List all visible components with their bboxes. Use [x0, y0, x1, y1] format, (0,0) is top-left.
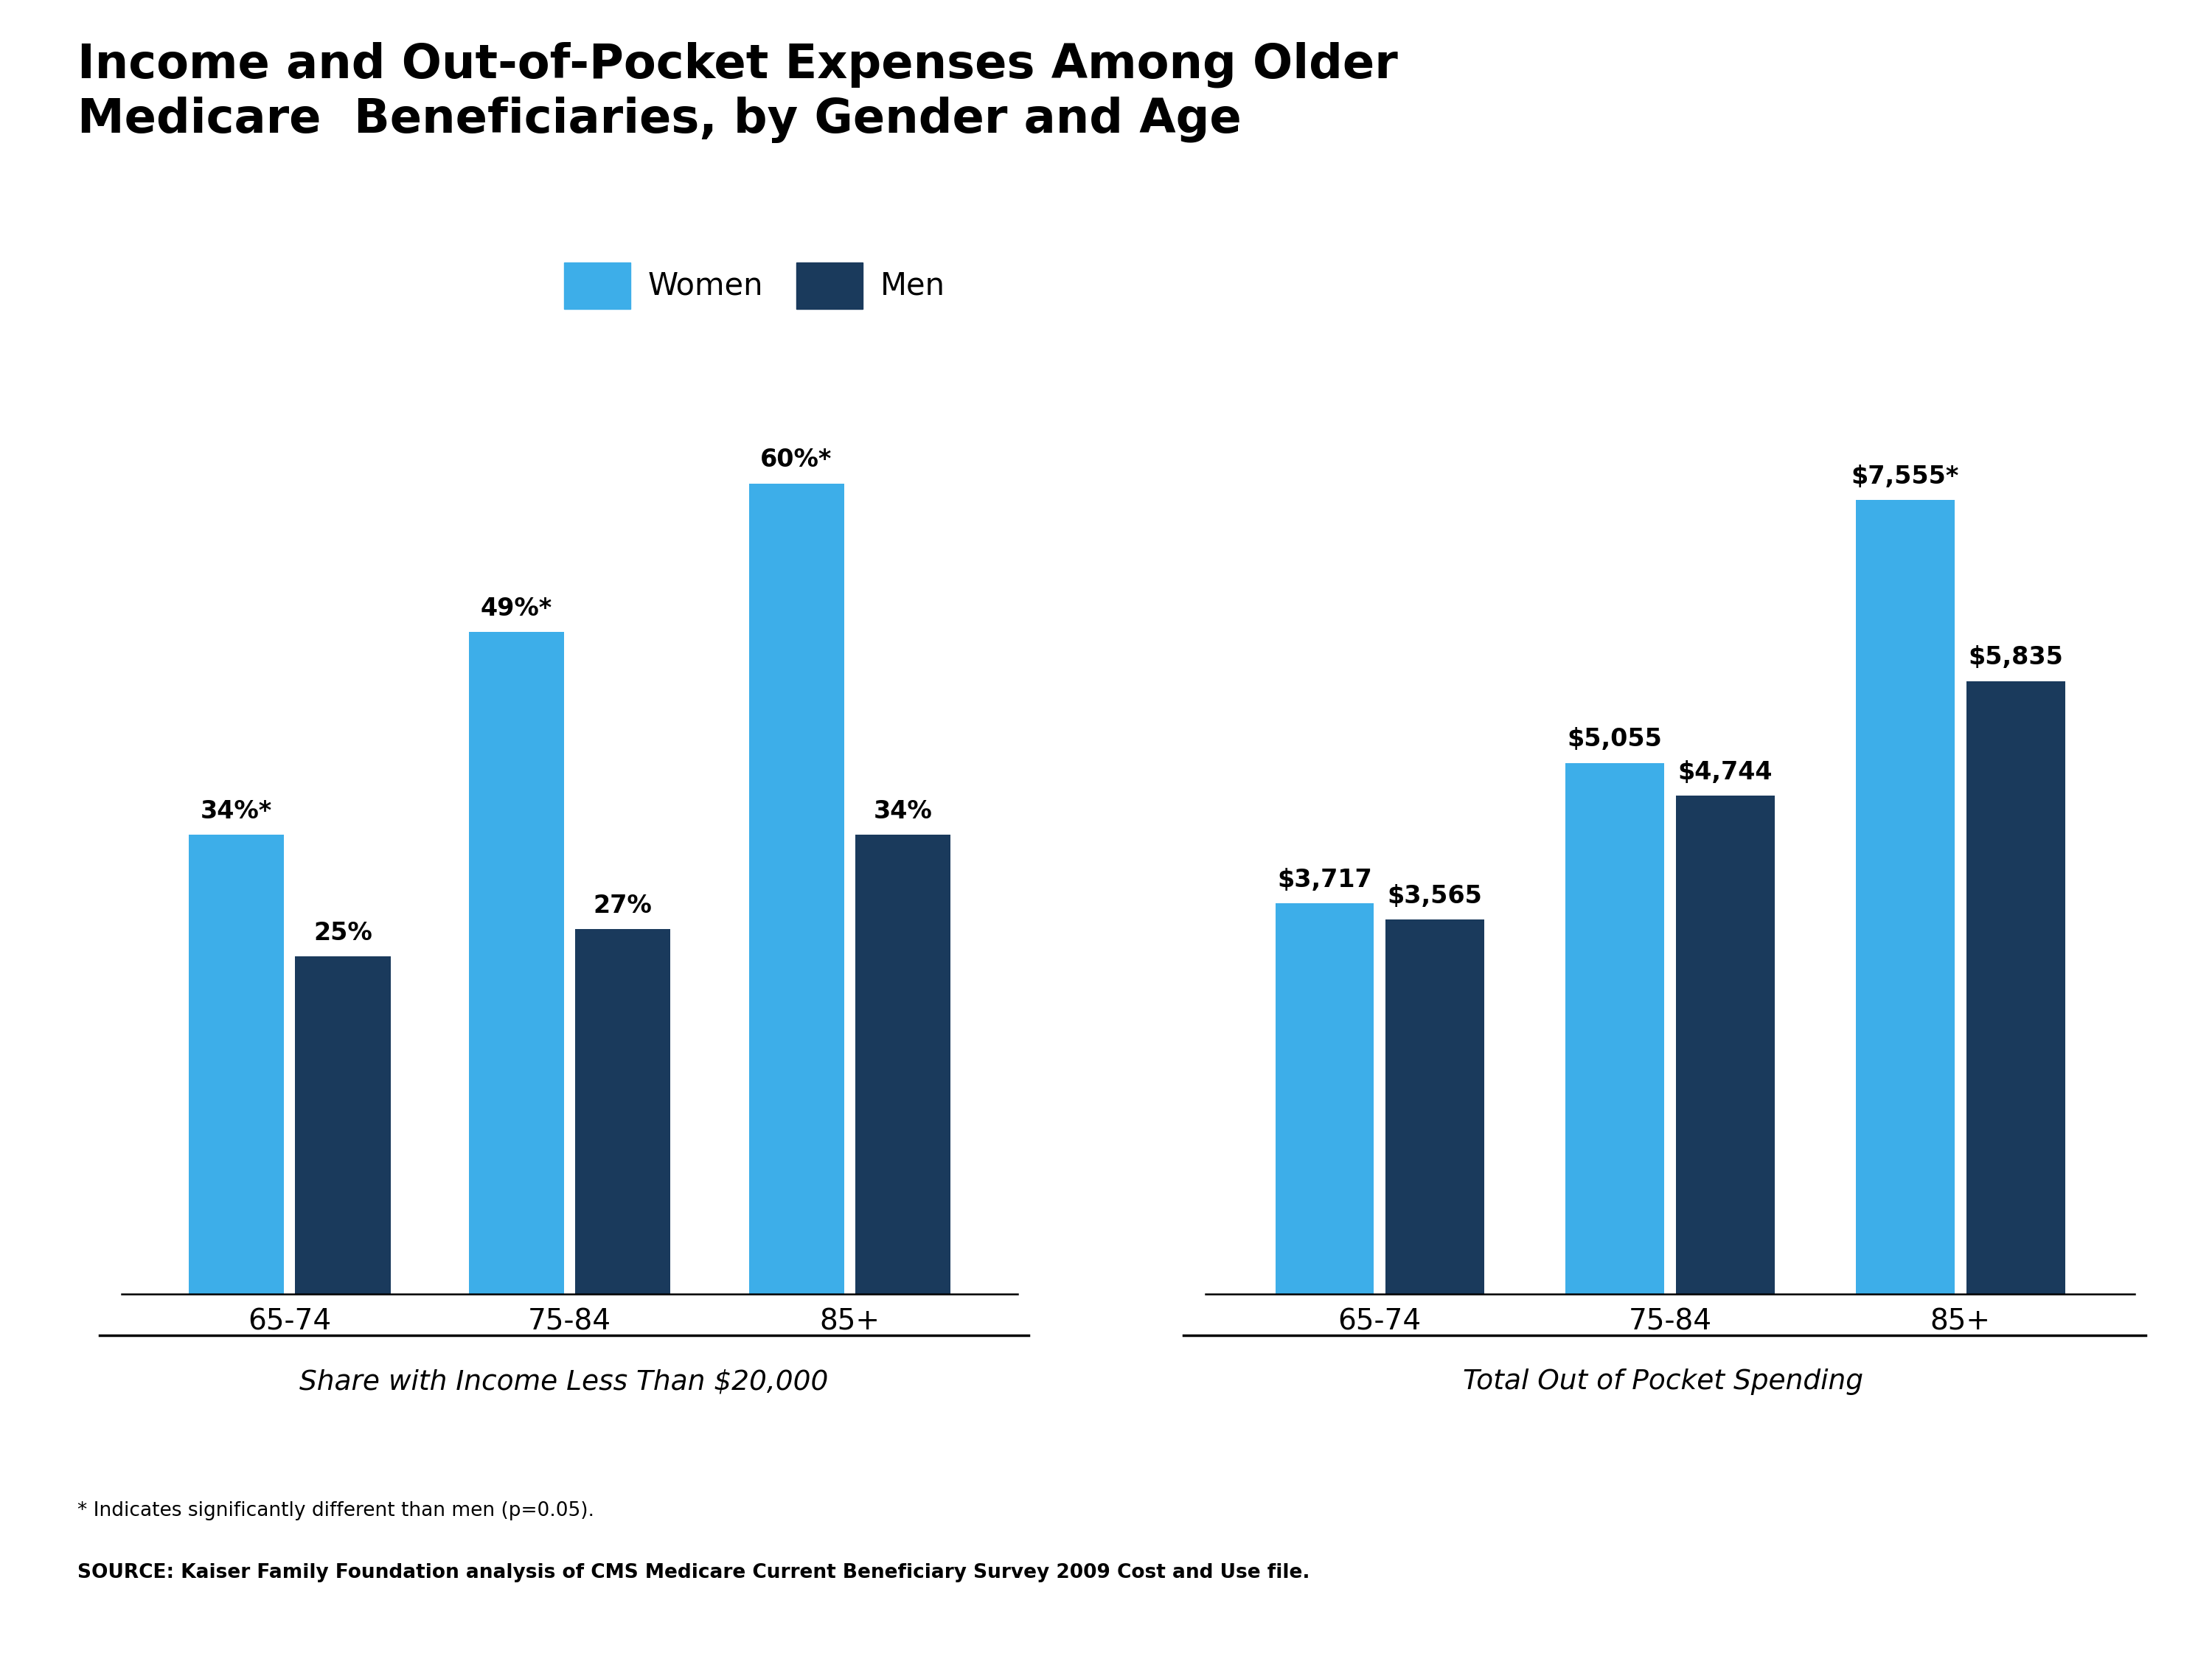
Text: * Indicates significantly different than men (p=0.05).: * Indicates significantly different than…: [77, 1501, 595, 1521]
Bar: [1856, 501, 1955, 1294]
Bar: [748, 483, 845, 1294]
Text: Share with Income Less Than $20,000: Share with Income Less Than $20,000: [299, 1369, 830, 1395]
Text: 25%: 25%: [314, 921, 372, 946]
Text: $7,555*: $7,555*: [1851, 465, 1960, 489]
Text: 34%: 34%: [874, 800, 931, 823]
Text: Men: Men: [880, 270, 945, 300]
Text: Women: Women: [648, 270, 763, 300]
Text: $3,717: $3,717: [1276, 868, 1371, 893]
Bar: [1274, 904, 1374, 1294]
Text: 34%*: 34%*: [201, 800, 272, 823]
Bar: [1385, 919, 1484, 1294]
Text: $3,565: $3,565: [1387, 884, 1482, 907]
FancyBboxPatch shape: [564, 262, 630, 309]
Text: Income and Out-of-Pocket Expenses Among Older
Medicare  Beneficiaries, by Gender: Income and Out-of-Pocket Expenses Among …: [77, 41, 1398, 143]
Bar: [188, 834, 283, 1294]
Text: FAMILY: FAMILY: [1995, 1556, 2057, 1571]
Text: THE HENRY J.: THE HENRY J.: [1993, 1477, 2059, 1486]
Bar: [856, 834, 951, 1294]
Bar: [294, 956, 389, 1294]
Bar: [1966, 680, 2066, 1294]
Bar: [469, 632, 564, 1294]
Bar: [1566, 763, 1663, 1294]
Text: $4,744: $4,744: [1679, 760, 1772, 785]
FancyBboxPatch shape: [796, 262, 863, 309]
Bar: [1677, 796, 1774, 1294]
Text: $5,835: $5,835: [1969, 645, 2064, 670]
Text: KAISER: KAISER: [1993, 1516, 2059, 1531]
Text: FOUNDATION: FOUNDATION: [1993, 1599, 2059, 1608]
Text: 49%*: 49%*: [480, 596, 553, 620]
Text: Total Out of Pocket Spending: Total Out of Pocket Spending: [1464, 1369, 1863, 1395]
Bar: [575, 929, 670, 1294]
Text: 27%: 27%: [593, 894, 653, 917]
Text: 60%*: 60%*: [761, 448, 832, 473]
Text: $5,055: $5,055: [1568, 727, 1663, 752]
Text: SOURCE: Kaiser Family Foundation analysis of CMS Medicare Current Beneficiary Su: SOURCE: Kaiser Family Foundation analysi…: [77, 1563, 1310, 1583]
